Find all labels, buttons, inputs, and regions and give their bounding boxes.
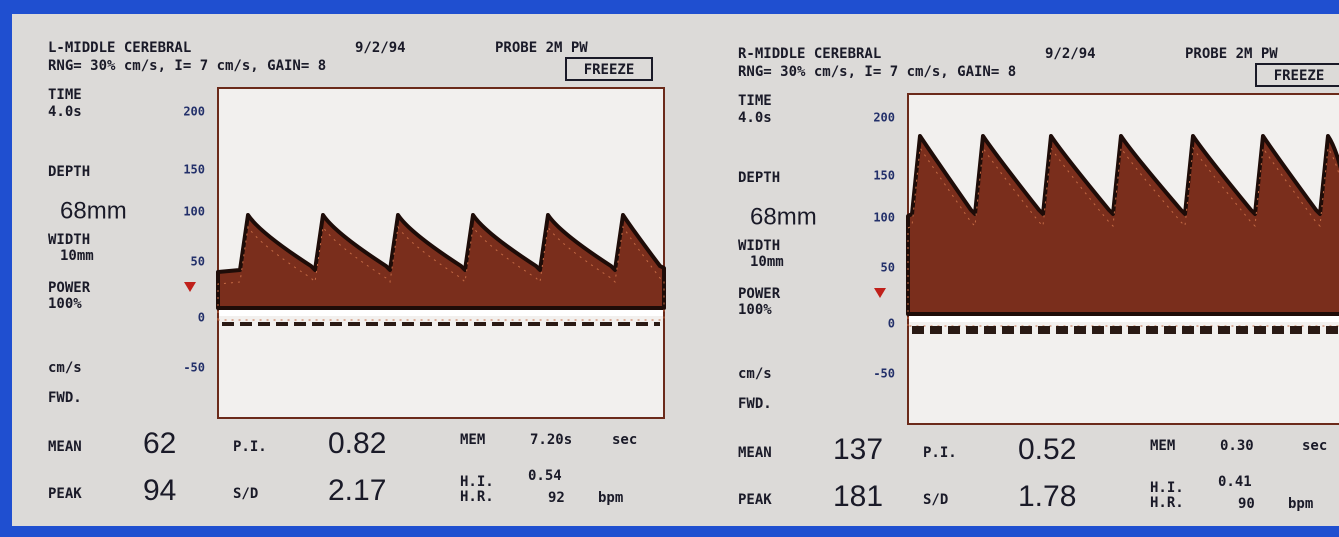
hr-label: H.R. — [460, 489, 494, 505]
sd: 1.78 — [1018, 480, 1076, 513]
hi-label: H.I. — [1150, 480, 1184, 496]
time-label: TIME — [738, 93, 772, 109]
baseline — [909, 316, 1339, 322]
scale-label: -50 — [183, 361, 205, 375]
unit-label: cm/s — [738, 366, 772, 382]
mode: FREEZE — [584, 62, 635, 78]
mode: FREEZE — [1274, 68, 1325, 84]
sd: 2.17 — [328, 474, 386, 507]
pi: 0.82 — [328, 427, 386, 460]
width-label: WIDTH — [48, 232, 90, 248]
hr-unit: bpm — [598, 490, 623, 506]
hi: 0.54 — [528, 468, 562, 484]
settings: RNG= 30% cm/s, I= 7 cm/s, GAIN= 8 — [738, 64, 1016, 80]
mean-label: MEAN — [738, 445, 772, 461]
vessel: R-MIDDLE CEREBRAL — [738, 46, 881, 62]
scale-label: 50 — [191, 255, 205, 269]
scale-label: 200 — [183, 105, 205, 119]
mem-unit: sec — [1302, 438, 1327, 454]
pi: 0.52 — [1018, 433, 1076, 466]
baseline — [219, 310, 663, 316]
depth-label: DEPTH — [738, 170, 780, 186]
scale-label: 200 — [873, 111, 895, 125]
mem-unit: sec — [612, 432, 637, 448]
mean: 62 — [143, 427, 176, 460]
vessel: L-MIDDLE CEREBRAL — [48, 40, 191, 56]
power-label: POWER — [738, 286, 781, 302]
scale-label: 150 — [183, 163, 205, 177]
depth-value: 68mm — [750, 203, 817, 230]
pi-label: P.I. — [923, 445, 957, 461]
mem-label: MEM — [460, 432, 485, 448]
probe: PROBE 2M PW — [495, 40, 588, 56]
hr-unit: bpm — [1288, 496, 1313, 512]
scale-label: 0 — [888, 317, 895, 331]
scale-label: 100 — [183, 205, 205, 219]
width-value: 10mm — [750, 254, 784, 270]
width-label: WIDTH — [738, 238, 780, 254]
scale-label: -50 — [873, 367, 895, 381]
hr-label: H.R. — [1150, 495, 1184, 511]
scale-label: 150 — [873, 169, 895, 183]
mean: 137 — [833, 433, 883, 466]
screen: L-MIDDLE CEREBRAL 9/2/94 PROBE 2M PW RNG= 3… — [0, 0, 1339, 537]
sd-label: S/D — [233, 486, 258, 502]
hi: 0.41 — [1218, 474, 1252, 490]
hr: 90 — [1238, 496, 1255, 512]
hi-label: H.I. — [460, 474, 494, 490]
peak: 94 — [143, 474, 176, 507]
peak-label: PEAK — [48, 486, 82, 502]
depth-label: DEPTH — [48, 164, 90, 180]
date: 9/2/94 — [355, 40, 406, 56]
unit-label: cm/s — [48, 360, 82, 376]
hr: 92 — [548, 490, 565, 506]
direction: FWD. — [738, 396, 772, 412]
pi-label: P.I. — [233, 439, 267, 455]
mem: 0.30 — [1220, 438, 1254, 454]
direction: FWD. — [48, 390, 82, 406]
peak-label: PEAK — [738, 492, 772, 508]
time-value: 4.0s — [48, 104, 82, 120]
time-label: TIME — [48, 87, 82, 103]
power-label: POWER — [48, 280, 91, 296]
time-value: 4.0s — [738, 110, 772, 126]
scale-label: 50 — [881, 261, 895, 275]
power-value: 100% — [738, 302, 772, 318]
peak: 181 — [833, 480, 883, 513]
probe: PROBE 2M PW — [1185, 46, 1278, 62]
width-value: 10mm — [60, 248, 94, 264]
settings: RNG= 30% cm/s, I= 7 cm/s, GAIN= 8 — [48, 58, 326, 74]
date: 9/2/94 — [1045, 46, 1096, 62]
depth-value: 68mm — [60, 197, 127, 224]
power-value: 100% — [48, 296, 82, 312]
mem-label: MEM — [1150, 438, 1175, 454]
scale-label: 100 — [873, 211, 895, 225]
sd-label: S/D — [923, 492, 948, 508]
scale-label: 0 — [198, 311, 205, 325]
mem: 7.20s — [530, 432, 572, 448]
mean-label: MEAN — [48, 439, 82, 455]
